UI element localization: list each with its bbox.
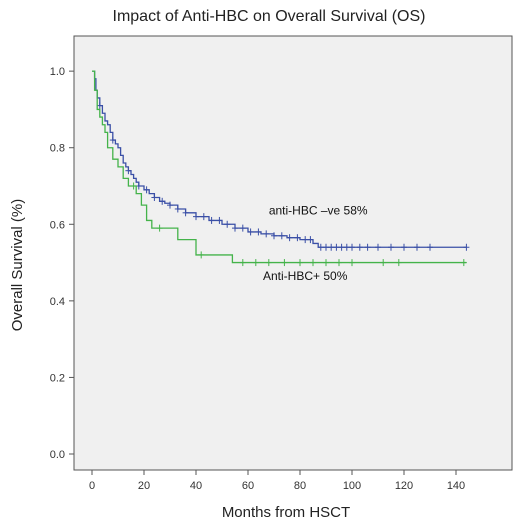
x-tick-label: 120 — [395, 480, 413, 492]
series-2 — [92, 70, 467, 267]
censor-mark — [336, 259, 342, 267]
censor-mark — [255, 228, 262, 236]
censor-mark — [271, 232, 277, 240]
censor-mark — [427, 243, 433, 251]
censor-mark — [294, 234, 301, 242]
censor-mark — [328, 243, 335, 251]
y-tick-label: 0.6 — [50, 219, 65, 231]
censor-mark — [252, 259, 259, 267]
censor-mark — [297, 259, 303, 267]
censor-mark — [364, 243, 371, 251]
censor-mark — [307, 236, 314, 244]
y-tick-label: 0.4 — [50, 296, 65, 308]
censor-mark — [224, 220, 231, 228]
censor-mark — [143, 186, 150, 194]
y-tick-label: 1.0 — [50, 66, 65, 78]
x-tick-label: 40 — [190, 480, 202, 492]
y-axis: 0.0 0.2 0.4 0.6 0.8 1.0 — [50, 66, 74, 461]
censor-mark — [200, 213, 207, 221]
annotation-label: Anti-HBC+ 50% — [263, 269, 348, 283]
y-tick-label: 0.0 — [50, 449, 65, 461]
x-tick-label: 20 — [138, 480, 150, 492]
annotation-label: anti-HBC –ve 58% — [269, 204, 368, 218]
censor-mark — [265, 259, 272, 267]
x-axis-label: Months from HSCT — [222, 504, 350, 521]
series-1 — [92, 70, 470, 251]
censor-mark — [216, 216, 223, 224]
censor-mark — [247, 228, 254, 236]
censor-mark — [463, 243, 470, 251]
censor-mark — [151, 193, 158, 201]
censor-mark — [193, 213, 199, 221]
censor-mark — [182, 209, 189, 217]
x-axis: 0 20 40 60 80 100 120 140 — [89, 470, 465, 492]
x-tick-label: 80 — [294, 480, 306, 492]
censor-mark — [375, 243, 381, 251]
censor-mark — [167, 201, 173, 209]
censor-mark — [310, 259, 316, 267]
censor-mark — [159, 197, 166, 205]
censor-mark — [356, 243, 363, 251]
censor-mark — [349, 243, 355, 251]
censor-mark — [232, 224, 238, 232]
series-layer — [92, 70, 470, 267]
censor-mark — [395, 259, 402, 267]
x-tick-label: 60 — [242, 480, 254, 492]
censor-mark — [323, 259, 329, 267]
censor-mark — [130, 182, 137, 190]
censor-mark — [263, 230, 270, 238]
series-line — [92, 70, 467, 264]
censor-mark — [198, 251, 205, 259]
censor-mark — [302, 236, 309, 244]
x-tick-label: 100 — [343, 480, 361, 492]
censor-mark — [286, 234, 293, 242]
censor-mark — [333, 243, 340, 251]
x-tick-label: 140 — [447, 480, 465, 492]
censor-mark — [174, 205, 181, 213]
y-axis-label: Overall Survival (%) — [9, 199, 26, 332]
censor-mark — [349, 259, 355, 267]
censor-mark — [323, 243, 329, 251]
plot-area — [73, 35, 513, 471]
censor-mark — [239, 224, 246, 232]
y-tick-label: 0.8 — [50, 143, 65, 155]
censor-mark — [414, 243, 420, 251]
annotation-layer: anti-HBC –ve 58% Anti-HBC+ 50% — [263, 204, 368, 283]
censor-mark — [281, 259, 288, 267]
censor-mark — [278, 232, 285, 240]
censor-mark — [401, 243, 407, 251]
censor-mark — [343, 243, 350, 251]
censor-mark — [156, 224, 163, 232]
censor-mark — [109, 136, 116, 144]
x-tick-label: 0 — [89, 480, 95, 492]
censor-mark — [317, 243, 324, 251]
censor-mark — [380, 259, 387, 267]
censor-mark — [388, 243, 394, 251]
censor-mark — [338, 243, 345, 251]
censor-mark — [125, 167, 132, 175]
chart-title: Impact of Anti-HBC on Overall Survival (… — [113, 8, 426, 25]
censor-mark — [208, 216, 215, 224]
censor-mark — [239, 259, 246, 267]
y-tick-label: 0.2 — [50, 372, 65, 384]
censor-mark — [460, 259, 467, 267]
